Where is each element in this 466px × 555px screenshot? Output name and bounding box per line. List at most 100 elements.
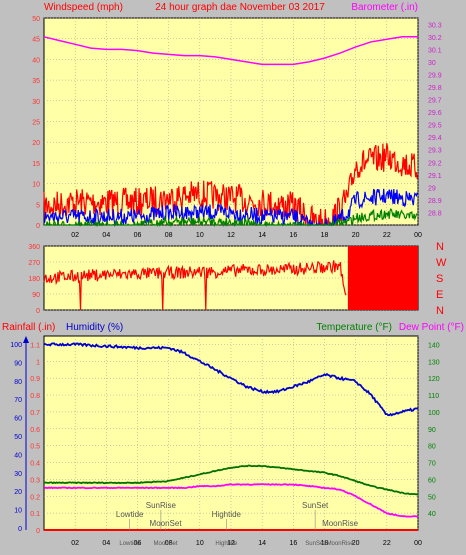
humidity-tick-label: 40 xyxy=(14,452,22,459)
dewpoint-axis-label: Dew Point (°F) xyxy=(399,322,464,333)
x-tick-label: 16 xyxy=(289,232,297,239)
temperature-line xyxy=(43,464,419,496)
compass-letter: S xyxy=(436,273,443,285)
left-tick-label: 40 xyxy=(32,57,40,64)
temp-tick-label: 110 xyxy=(428,393,439,400)
compass-letter: E xyxy=(436,289,443,301)
x-tick-label: 08 xyxy=(165,540,173,547)
event-axis-label: MoonRise xyxy=(327,541,355,547)
temp-tick-label: 80 xyxy=(428,444,436,451)
event-axis-label: MoonSet xyxy=(154,541,178,547)
left-tick-label: 0 xyxy=(36,223,40,230)
right-tick-label: 29.9 xyxy=(428,72,442,79)
right-tick-label: 29.6 xyxy=(428,110,442,117)
left-tick-label: 20 xyxy=(32,140,40,147)
right-tick-label: 29.5 xyxy=(428,123,442,130)
temperature-axis-label: Temperature (°F) xyxy=(316,322,392,333)
humidity-line xyxy=(43,342,419,417)
rain-tick-label: 0.7 xyxy=(30,410,40,417)
x-tick-label: 12 xyxy=(227,232,235,239)
right-tick-label: 29.1 xyxy=(428,173,442,180)
event-axis-label: Lowtide xyxy=(119,541,140,547)
wind-average-line xyxy=(43,188,418,228)
temp-tick-label: 50 xyxy=(428,494,436,501)
x-tick-label: 16 xyxy=(289,540,297,547)
x-tick-label: 18 xyxy=(321,232,329,239)
right-tick-label: 29.7 xyxy=(428,98,442,105)
compass-letter: N xyxy=(436,305,444,317)
event-marker-label: SunRise xyxy=(146,501,177,510)
humidity-tick-label: 90 xyxy=(14,360,22,367)
rain-tick-label: 1.1 xyxy=(30,342,40,349)
direction-tick-label: 90 xyxy=(32,292,40,299)
humidity-tick-label: 70 xyxy=(14,397,22,404)
x-tick-label: 22 xyxy=(383,540,391,547)
left-tick-label: 50 xyxy=(32,16,40,23)
humidity-tick-label: 0 xyxy=(18,526,22,533)
temp-tick-label: 40 xyxy=(428,511,436,518)
x-tick-label: 20 xyxy=(352,540,360,547)
right-tick-label: 30.2 xyxy=(428,35,442,42)
rain-tick-label: 0 xyxy=(36,528,40,535)
temp-tick-label: 70 xyxy=(428,461,436,468)
x-tick-label: 18 xyxy=(321,540,329,547)
left-tick-label: 25 xyxy=(32,120,40,127)
humidity-tick-label: 60 xyxy=(14,416,22,423)
x-tick-label: 06 xyxy=(134,232,142,239)
direction-tick-label: 180 xyxy=(28,276,40,283)
x-tick-label: 04 xyxy=(102,232,110,239)
rain-tick-label: 0.9 xyxy=(30,376,40,383)
x-tick-label: 08 xyxy=(165,232,173,239)
temp-tick-label: 120 xyxy=(428,376,440,383)
event-axis-label: Hightide xyxy=(215,541,238,547)
humidity-axis-label: Humidity (%) xyxy=(66,322,123,333)
windspeed-axis-label: Windspeed (mph) xyxy=(44,2,123,13)
humidity-tick-label: 100 xyxy=(10,342,22,349)
right-tick-label: 29.3 xyxy=(428,148,442,155)
rain-tick-label: 0.2 xyxy=(30,494,40,501)
x-tick-label: 00 xyxy=(414,540,422,547)
right-tick-label: 30.3 xyxy=(428,22,442,29)
temp-tick-label: 100 xyxy=(428,410,440,417)
wind-gust-line xyxy=(43,143,418,227)
x-tick-label: 06 xyxy=(134,540,142,547)
compass-letter: N xyxy=(436,241,444,253)
left-tick-label: 10 xyxy=(32,182,40,189)
x-tick-label: 02 xyxy=(71,232,79,239)
barometer-line xyxy=(43,36,418,66)
humidity-tick-label: 20 xyxy=(14,489,22,496)
humidity-tick-label: 10 xyxy=(14,508,22,515)
x-tick-label: 22 xyxy=(383,232,391,239)
right-tick-label: 29.4 xyxy=(428,135,442,142)
temp-tick-label: 60 xyxy=(428,477,436,484)
x-tick-label: 02 xyxy=(71,540,79,547)
rain-tick-label: 0.5 xyxy=(30,444,40,451)
x-tick-label: 04 xyxy=(102,540,110,547)
direction-tick-label: 0 xyxy=(36,308,40,315)
chart-title: 24 hour graph dae November 03 2017 xyxy=(155,2,325,13)
right-tick-label: 30.1 xyxy=(428,47,442,54)
event-marker-label: Hightide xyxy=(212,510,242,519)
wind-direction-block xyxy=(347,246,418,310)
rain-tick-label: 1 xyxy=(36,359,40,366)
event-marker-label: SunSet xyxy=(302,501,329,510)
left-tick-label: 5 xyxy=(36,202,40,209)
left-tick-label: 35 xyxy=(32,78,40,85)
x-tick-label: 10 xyxy=(196,540,204,547)
right-tick-label: 29.2 xyxy=(428,160,442,167)
event-axis-label: SunSet xyxy=(305,541,325,547)
rain-tick-label: 0.3 xyxy=(30,477,40,484)
left-tick-label: 30 xyxy=(32,99,40,106)
rain-tick-label: 0.4 xyxy=(30,461,40,468)
right-tick-label: 30 xyxy=(428,60,436,67)
rainfall-axis-label: Rainfall (.in) xyxy=(2,322,55,333)
right-tick-label: 28.9 xyxy=(428,198,442,205)
event-marker-label: Lowtide xyxy=(116,510,144,519)
wind-direction-line xyxy=(43,260,347,311)
direction-tick-label: 360 xyxy=(28,244,40,251)
humidity-tick-label: 80 xyxy=(14,379,22,386)
x-tick-label: 20 xyxy=(352,232,360,239)
left-tick-label: 15 xyxy=(32,161,40,168)
right-tick-label: 29.8 xyxy=(428,85,442,92)
